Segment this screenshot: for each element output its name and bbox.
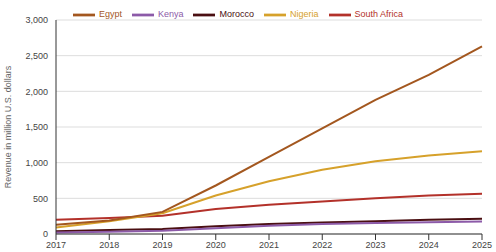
svg-text:3,000: 3,000 (25, 15, 48, 25)
svg-text:2023: 2023 (365, 240, 385, 250)
svg-text:0: 0 (43, 229, 48, 239)
svg-text:500: 500 (33, 194, 48, 204)
html-text:South Africa: South Africa (354, 9, 403, 20)
svg-text:2024: 2024 (419, 240, 439, 250)
svg-text:2021: 2021 (259, 240, 279, 250)
svg-text:1,500: 1,500 (25, 122, 48, 132)
svg-text:2,000: 2,000 (25, 87, 48, 97)
html-text:Nigeria: Nigeria (290, 9, 319, 20)
svg-text:2019: 2019 (152, 240, 172, 250)
svg-text:2,500: 2,500 (25, 51, 48, 61)
svg-text:2022: 2022 (312, 240, 332, 250)
svg-text:Revenue in million U.S. dollar: Revenue in million U.S. dollars (8, 65, 13, 188)
svg-text:2025: 2025 (472, 240, 488, 250)
svg-text:2017: 2017 (46, 240, 66, 250)
html-text:Kenya: Kenya (158, 9, 184, 20)
html-text:Morocco: Morocco (219, 9, 254, 20)
svg-text:1,000: 1,000 (25, 158, 48, 168)
svg-text:2018: 2018 (99, 240, 119, 250)
svg-text:2020: 2020 (206, 240, 226, 250)
html-text:Egypt: Egypt (98, 9, 122, 20)
